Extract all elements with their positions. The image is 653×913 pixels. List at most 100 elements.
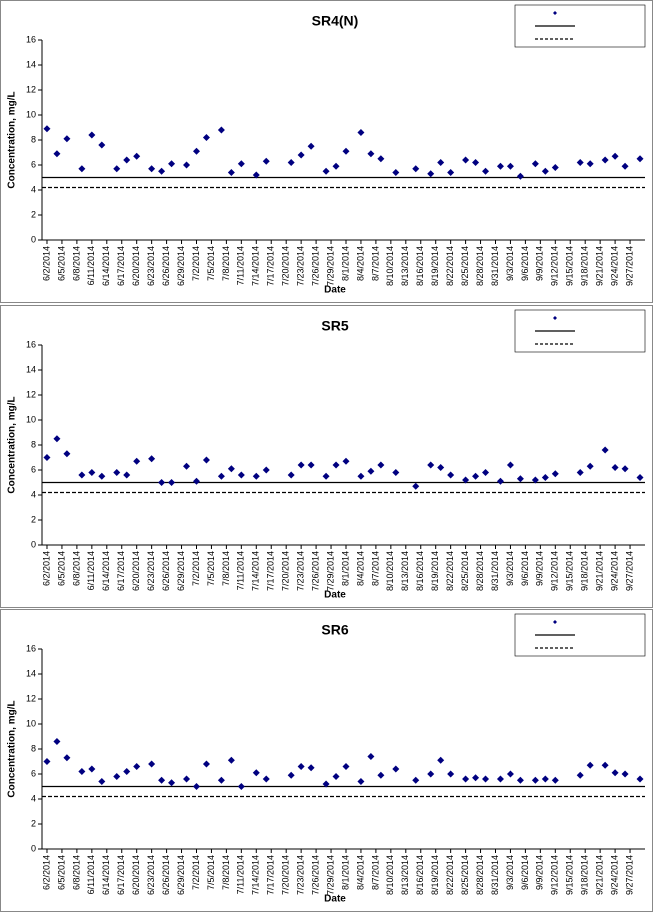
x-tick-label: 6/14/2014 (101, 551, 111, 591)
data-point (551, 164, 559, 171)
data-point (88, 131, 96, 139)
data-point (412, 482, 420, 490)
data-point (133, 152, 141, 160)
data-point (342, 147, 350, 155)
x-tick-label: 7/23/2014 (296, 855, 306, 895)
x-tick-label: 8/4/2014 (355, 246, 365, 281)
data-point (262, 775, 270, 783)
data-point (287, 471, 295, 479)
legend (514, 4, 646, 48)
x-tick-label: 9/18/2014 (580, 246, 590, 286)
data-point (576, 469, 584, 476)
x-tick-label: 9/21/2014 (595, 551, 605, 591)
data-point (237, 471, 245, 479)
data-point (462, 476, 470, 484)
y-tick-label: 0 (31, 843, 36, 853)
y-tick-label: 10 (26, 109, 36, 119)
data-point (412, 165, 420, 173)
data-point (168, 160, 176, 168)
data-point (192, 477, 200, 485)
data-point (168, 779, 176, 787)
data-point (506, 162, 514, 170)
data-point (412, 776, 420, 784)
x-tick-label: 7/14/2014 (251, 855, 261, 895)
data-point (113, 165, 121, 173)
x-tick-label: 6/11/2014 (86, 246, 96, 285)
x-tick-label: 9/6/2014 (520, 246, 530, 281)
x-tick-label: 6/20/2014 (131, 551, 141, 591)
x-tick-label: 9/27/2014 (624, 246, 634, 286)
data-point (342, 457, 350, 465)
x-axis-title: Date (324, 590, 346, 601)
x-tick-label: 7/26/2014 (310, 855, 320, 895)
y-axis-title: Concentration, mg/L (7, 700, 18, 797)
data-point (183, 462, 191, 470)
x-tick-label: 6/2/2014 (41, 551, 51, 586)
x-tick-label: 9/24/2014 (609, 246, 619, 286)
x-tick-label: 8/22/2014 (445, 246, 455, 286)
x-tick-label: 7/20/2014 (281, 551, 291, 591)
data-point (88, 765, 96, 773)
data-point (53, 435, 61, 443)
data-point (427, 461, 435, 469)
data-point (392, 169, 400, 176)
data-point (636, 155, 644, 163)
chart-panel: SR4(N) 0 2 4 6 8 10 12 14 16 6/2/2014 6/5/2014 6/8/2… (0, 0, 653, 303)
legend-box (514, 309, 646, 353)
y-tick-label: 0 (31, 234, 36, 244)
legend (514, 613, 646, 657)
data-point (262, 157, 270, 165)
data-point (462, 156, 470, 164)
data-point (227, 756, 235, 764)
x-tick-label: 7/11/2014 (236, 855, 246, 894)
x-tick-label: 7/23/2014 (296, 551, 306, 591)
data-point (237, 160, 245, 168)
data-point (516, 776, 524, 784)
x-tick-label: 9/3/2014 (505, 246, 515, 281)
x-tick-label: 7/17/2014 (266, 551, 276, 591)
x-tick-label: 8/25/2014 (460, 551, 470, 591)
data-point (98, 472, 106, 480)
data-point (63, 450, 71, 458)
x-tick-label: 6/8/2014 (71, 551, 81, 586)
x-tick-label: 8/13/2014 (400, 855, 410, 895)
data-point (158, 167, 166, 175)
y-tick-label: 4 (31, 489, 36, 499)
data-point (472, 774, 480, 782)
data-point (342, 763, 350, 770)
data-point (168, 479, 176, 486)
x-tick-label: 9/21/2014 (595, 246, 605, 286)
x-tick-label: 8/10/2014 (385, 246, 395, 286)
x-tick-label: 7/17/2014 (266, 855, 276, 895)
x-tick-label: 9/21/2014 (595, 855, 605, 895)
x-tick-label: 9/6/2014 (520, 551, 530, 586)
data-point (611, 464, 619, 471)
data-point (541, 167, 549, 175)
data-point (322, 472, 330, 480)
data-point (367, 467, 375, 475)
data-point (307, 764, 315, 772)
data-point (586, 462, 594, 470)
data-point (357, 472, 365, 480)
x-tick-label: 6/5/2014 (56, 855, 66, 890)
data-point (43, 125, 51, 133)
y-tick-label: 6 (31, 768, 36, 778)
data-point (202, 456, 210, 464)
x-tick-label: 9/15/2014 (565, 855, 575, 895)
x-tick-label: 9/24/2014 (609, 855, 619, 895)
y-tick-label: 14 (26, 59, 36, 69)
x-tick-label: 6/5/2014 (56, 551, 66, 586)
data-point (437, 756, 445, 764)
data-point (307, 142, 315, 150)
data-point (78, 768, 86, 775)
data-point (601, 156, 609, 164)
x-tick-label: 8/28/2014 (475, 551, 485, 591)
data-point (392, 765, 400, 773)
data-point (183, 161, 191, 169)
x-tick-label: 8/10/2014 (385, 551, 395, 591)
x-tick-label: 7/11/2014 (236, 551, 246, 590)
x-tick-label: 9/6/2014 (520, 855, 530, 890)
data-point (98, 778, 106, 785)
x-tick-label: 6/8/2014 (71, 246, 81, 281)
